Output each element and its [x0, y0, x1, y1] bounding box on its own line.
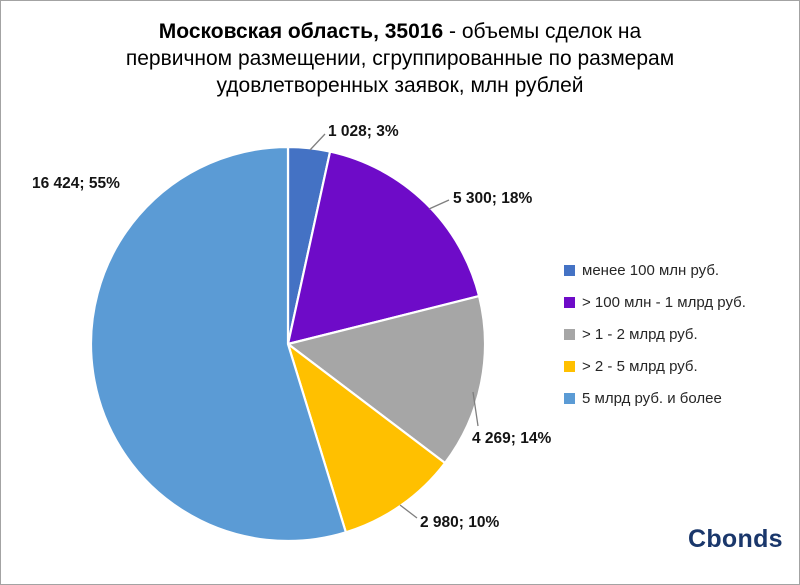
legend-swatch-blue [564, 265, 575, 276]
legend-swatch-lightblue [564, 393, 575, 404]
pie-slice-1 [286, 150, 481, 346]
slice-label-5b-plus: 16 424; 55% [32, 175, 120, 192]
leader-line-slice-2 [472, 391, 479, 427]
chart-title-line-2: первичном размещении, сгруппированные по… [125, 47, 675, 70]
legend-label: 5 млрд руб. и более [582, 390, 722, 407]
legend-item-1-2b: > 1 - 2 млрд руб. [564, 325, 746, 344]
legend-swatch-purple [564, 297, 575, 308]
legend-swatch-yellow [564, 361, 575, 372]
chart-title-line-3: удовлетворенных заявок, млн рублей [216, 74, 584, 97]
legend-label: > 100 млн - 1 млрд руб. [582, 294, 746, 311]
chart-legend: менее 100 млн руб. > 100 млн - 1 млрд ру… [564, 261, 746, 408]
leader-lines [309, 133, 479, 519]
legend-label: менее 100 млн руб. [582, 262, 720, 279]
legend-item-2-5b: > 2 - 5 млрд руб. [564, 357, 746, 376]
legend-item-100m-1b: > 100 млн - 1 млрд руб. [564, 293, 746, 312]
leader-line-slice-0 [309, 133, 326, 151]
leader-line-slice-1 [428, 199, 450, 210]
legend-item-under-100: менее 100 млн руб. [564, 261, 746, 280]
legend-item-5b-plus: 5 млрд руб. и более [564, 389, 746, 408]
legend-swatch-gray [564, 329, 575, 340]
cbonds-logo: Cbonds [688, 525, 783, 553]
pie-slice-2 [286, 295, 487, 465]
legend-label: > 1 - 2 млрд руб. [582, 326, 698, 343]
legend-label: > 2 - 5 млрд руб. [582, 358, 698, 375]
slice-label-100m-1b: 5 300; 18% [453, 190, 533, 207]
pie-slice-4 [89, 145, 347, 543]
chart-title: Московская область, 35016 - объемы сдело… [1, 18, 799, 99]
slice-label-under-100: 1 028; 3% [328, 123, 399, 140]
slice-label-2-5b: 2 980; 10% [420, 514, 500, 531]
leader-line-slice-3 [399, 504, 418, 519]
chart-title-line-1: Московская область, 35016 - объемы сдело… [158, 20, 642, 43]
slice-label-1-2b: 4 269; 14% [472, 430, 552, 447]
